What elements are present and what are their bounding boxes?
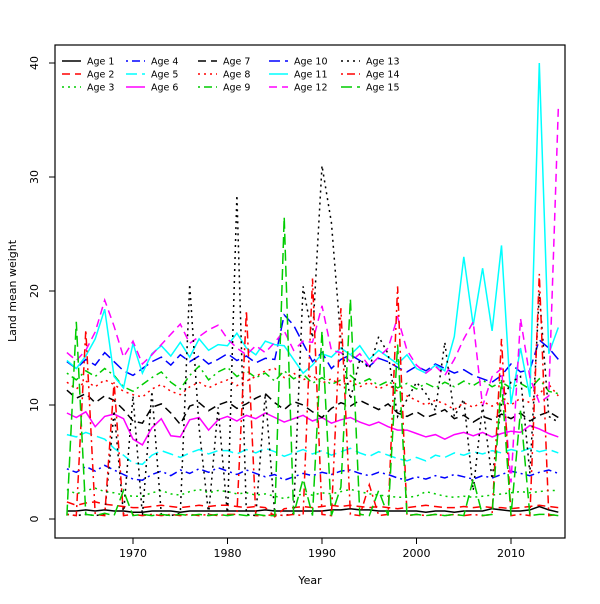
series-line-age-7	[66, 389, 559, 426]
legend-label-age-9: Age 9	[223, 83, 250, 94]
legend-label-age-5: Age 5	[151, 70, 178, 81]
series-line-age-3	[66, 487, 559, 500]
plot-box	[54, 44, 566, 539]
x-axis-ticks: 1970 1980 1990 2000 2010	[119, 538, 525, 560]
legend-label-age-6: Age 6	[151, 83, 178, 94]
legend-label-age-7: Age 7	[223, 57, 250, 68]
series-line-age-12	[66, 108, 560, 483]
legend-label-age-3: Age 3	[87, 83, 114, 94]
series-layer	[66, 62, 560, 518]
series-line-age-8	[66, 367, 559, 411]
x-tick-label: 2010	[497, 547, 525, 560]
x-tick-label: 1970	[119, 547, 147, 560]
y-tick-label: 40	[28, 56, 41, 70]
legend-label-age-12: Age 12	[294, 83, 327, 94]
legend-label-age-2: Age 2	[87, 70, 114, 81]
legend-label-age-10: Age 10	[294, 57, 327, 68]
series-line-age-6	[66, 410, 559, 446]
x-tick-label: 1990	[308, 547, 336, 560]
y-tick-label: 10	[28, 398, 41, 412]
y-axis-title: Land mean weight	[6, 239, 19, 342]
series-line-age-9	[66, 365, 559, 395]
x-tick-label: 2000	[403, 547, 431, 560]
y-tick-label: 30	[28, 170, 41, 184]
series-line-age-5	[66, 431, 559, 466]
series-line-age-4	[66, 464, 559, 482]
y-tick-label: 0	[28, 516, 41, 523]
legend-label-age-13: Age 13	[366, 57, 399, 68]
x-axis-title: Year	[297, 574, 322, 587]
legend-label-age-14: Age 14	[366, 70, 399, 81]
legend-label-age-4: Age 4	[151, 57, 178, 68]
series-line-age-15	[66, 216, 559, 517]
series-line-age-11	[66, 62, 560, 405]
y-axis-ticks: 0 10 20 30 40	[28, 56, 55, 523]
legend-label-age-1: Age 1	[87, 57, 114, 68]
x-tick-label: 1980	[214, 547, 242, 560]
legend-label-age-15: Age 15	[366, 83, 399, 94]
series-line-age-14	[66, 273, 559, 517]
series-line-age-2	[66, 501, 559, 518]
series-line-age-10	[66, 313, 559, 384]
legend-label-age-8: Age 8	[223, 70, 250, 81]
chart-legend: Age 1 Age 2 Age 3 Age 4 Age 5 Age 6 Age 7 Age 8…	[62, 57, 399, 94]
y-tick-label: 20	[28, 284, 41, 298]
legend-label-age-11: Age 11	[294, 70, 327, 81]
